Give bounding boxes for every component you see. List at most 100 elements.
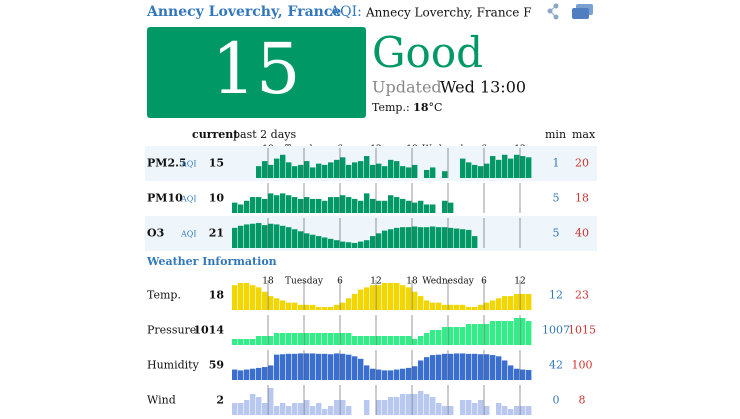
bar xyxy=(328,307,334,310)
bar xyxy=(232,369,238,380)
bar xyxy=(370,198,376,213)
bar xyxy=(448,353,454,380)
bar xyxy=(238,403,244,415)
bar xyxy=(430,330,436,345)
bar xyxy=(478,324,484,345)
bar xyxy=(508,321,514,345)
bar xyxy=(340,302,346,310)
bar xyxy=(430,397,436,415)
bar xyxy=(352,198,358,213)
bar xyxy=(250,285,256,310)
bar xyxy=(526,293,532,310)
row-unit: AQI xyxy=(180,160,197,169)
bar xyxy=(466,307,472,310)
bar xyxy=(316,353,322,380)
bar xyxy=(382,336,388,345)
bar xyxy=(256,397,262,415)
bar xyxy=(322,307,328,310)
bar xyxy=(250,339,256,345)
row-unit: AQI xyxy=(180,195,197,204)
bar xyxy=(358,241,364,248)
bar xyxy=(298,353,304,380)
share-icon[interactable] xyxy=(547,3,559,20)
row-name: O3 xyxy=(147,227,164,240)
bar xyxy=(382,230,388,248)
temp-label: Temp.: xyxy=(372,101,410,114)
bar xyxy=(364,365,370,380)
bar xyxy=(412,202,418,213)
bar xyxy=(232,202,238,213)
bar xyxy=(352,293,358,310)
bar xyxy=(298,198,304,213)
bar xyxy=(430,204,436,213)
bar xyxy=(472,324,478,345)
bar xyxy=(256,166,262,178)
windows-icon[interactable] xyxy=(572,4,593,19)
bar xyxy=(484,324,490,345)
bar xyxy=(268,388,274,415)
bar xyxy=(298,333,304,345)
bar xyxy=(406,394,412,415)
bar xyxy=(244,339,250,345)
bar xyxy=(292,353,298,380)
bar xyxy=(280,225,286,248)
temp-summary: Temp.: 18°C xyxy=(372,101,442,114)
bar xyxy=(304,304,310,310)
bar xyxy=(322,409,328,415)
bar xyxy=(238,225,244,248)
bar xyxy=(304,233,310,248)
bar xyxy=(262,336,268,345)
bar xyxy=(262,198,268,213)
bar xyxy=(244,283,250,310)
bar xyxy=(352,336,358,345)
bar xyxy=(454,304,460,310)
bar xyxy=(514,154,520,178)
row-name: Pressure xyxy=(147,324,196,337)
bar xyxy=(250,197,256,213)
bar xyxy=(238,339,244,345)
bar xyxy=(328,162,334,178)
bar xyxy=(334,304,340,310)
bar xyxy=(298,304,304,310)
bar xyxy=(268,365,274,380)
current-value: 15 xyxy=(209,157,224,170)
bar xyxy=(328,238,334,248)
bar xyxy=(490,300,496,310)
bar xyxy=(358,289,364,310)
min-value: 1007 xyxy=(542,324,570,337)
bar xyxy=(526,321,532,345)
row-name: PM10 xyxy=(147,192,183,205)
bar xyxy=(496,159,502,178)
bar xyxy=(490,156,496,178)
bar xyxy=(424,300,430,310)
bar xyxy=(376,200,382,213)
bar xyxy=(478,304,484,310)
bar xyxy=(286,227,292,248)
bar xyxy=(466,229,472,248)
bar xyxy=(262,161,268,178)
bar xyxy=(322,333,328,345)
bar xyxy=(334,353,340,380)
bar xyxy=(304,333,310,345)
bar xyxy=(322,353,328,380)
bar xyxy=(400,166,406,178)
bar xyxy=(262,291,268,310)
current-value: 18 xyxy=(209,289,225,302)
max-value: 1015 xyxy=(568,324,596,337)
bar xyxy=(280,193,286,213)
bar xyxy=(340,195,346,213)
bar xyxy=(478,354,484,380)
bar xyxy=(262,403,268,415)
bar xyxy=(274,224,280,248)
bar xyxy=(394,369,400,380)
max-value: 18 xyxy=(575,192,589,205)
bar xyxy=(370,368,376,380)
bar xyxy=(376,285,382,310)
city: Annecy Loverchy, France xyxy=(146,4,341,20)
bar xyxy=(292,166,298,178)
bar xyxy=(346,333,352,345)
bar xyxy=(244,400,250,415)
bar xyxy=(430,302,436,310)
bar xyxy=(346,242,352,248)
